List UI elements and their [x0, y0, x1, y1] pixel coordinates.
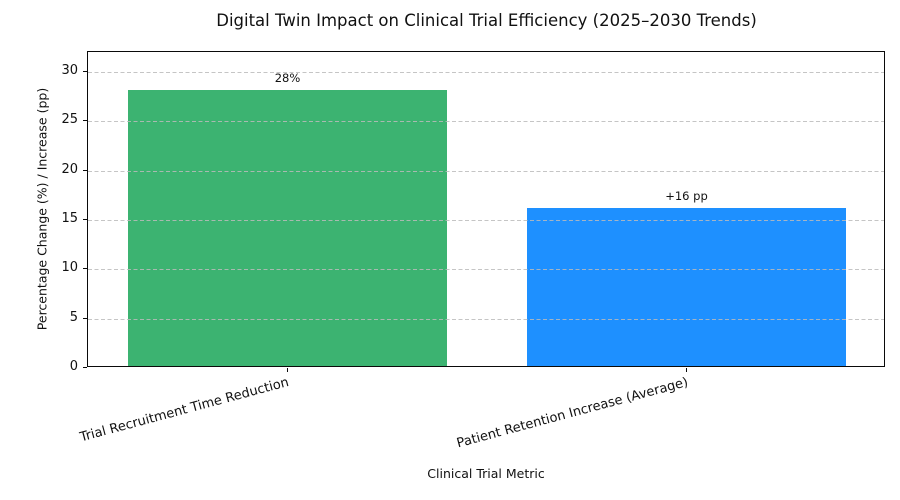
bar	[127, 89, 448, 366]
y-tick-mark	[83, 268, 87, 270]
y-tick-label: 30	[61, 62, 78, 78]
y-tick-mark	[83, 218, 87, 220]
bar-value-label: +16 pp	[665, 189, 708, 203]
bar-value-label: 28%	[274, 70, 301, 85]
x-tick-mark	[286, 368, 288, 372]
y-tick-mark	[83, 70, 87, 72]
x-axis-label: Clinical Trial Metric	[427, 466, 545, 481]
plot-area: 28% +16 pp	[87, 51, 885, 367]
chart-title: Digital Twin Impact on Clinical Trial Ef…	[216, 11, 757, 30]
y-tick-label: 0	[69, 359, 78, 374]
gridline	[88, 170, 884, 172]
gridline	[88, 318, 884, 320]
y-tick-label: 10	[61, 260, 78, 276]
x-tick-mark	[685, 368, 687, 372]
y-tick-mark	[83, 367, 87, 368]
y-tick-mark	[83, 169, 87, 171]
x-tick-label: Trial Recruitment Time Reduction	[78, 375, 291, 446]
bar	[526, 208, 847, 366]
y-tick-mark	[83, 120, 87, 122]
gridline	[88, 71, 884, 73]
x-tick-label: Patient Retention Increase (Average)	[454, 375, 690, 452]
y-tick-label: 20	[61, 161, 78, 177]
gridline	[88, 219, 884, 221]
y-tick-label: 25	[61, 112, 78, 128]
y-tick-mark	[83, 317, 87, 319]
gridline	[88, 121, 884, 123]
y-tick-label: 5	[69, 309, 78, 325]
y-tick-label: 15	[61, 210, 78, 226]
gridline	[88, 269, 884, 271]
